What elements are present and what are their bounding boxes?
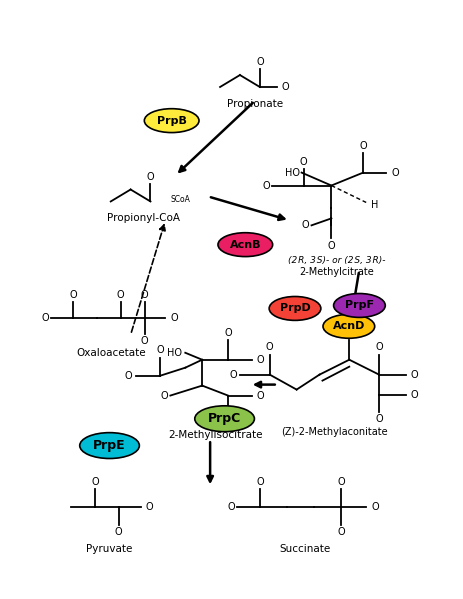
Ellipse shape — [80, 432, 139, 458]
Text: 2-Methylcitrate: 2-Methylcitrate — [299, 267, 374, 277]
Text: O: O — [257, 355, 264, 365]
Text: O: O — [224, 328, 232, 338]
Text: O: O — [257, 391, 264, 401]
Text: Oxaloacetate: Oxaloacetate — [76, 348, 145, 358]
Ellipse shape — [323, 314, 375, 338]
Text: O: O — [125, 371, 132, 380]
Text: O: O — [147, 171, 154, 181]
Ellipse shape — [334, 294, 385, 317]
Text: O: O — [338, 477, 345, 487]
Text: O: O — [359, 141, 367, 151]
Text: O: O — [224, 418, 232, 428]
Text: Propionate: Propionate — [227, 99, 283, 109]
Text: AcnB: AcnB — [230, 240, 261, 250]
Text: O: O — [141, 336, 148, 346]
Text: PrpB: PrpB — [157, 116, 187, 126]
Text: (2 R, 3 S)- or (2 S, 3 R)-: (2 R, 3 S)- or (2 S, 3 R)- — [288, 256, 385, 265]
Text: O: O — [170, 313, 178, 323]
Text: O: O — [91, 477, 99, 487]
Text: O: O — [328, 241, 335, 251]
Text: O: O — [411, 389, 419, 400]
Text: O: O — [282, 82, 289, 92]
Text: O: O — [375, 415, 383, 425]
Text: O: O — [156, 345, 164, 355]
Text: O: O — [256, 57, 263, 67]
Text: O: O — [141, 290, 148, 300]
Text: O: O — [375, 342, 383, 352]
Ellipse shape — [218, 232, 273, 256]
Text: SCoA: SCoA — [170, 195, 190, 204]
Text: AcnD: AcnD — [333, 321, 365, 331]
Text: HO: HO — [285, 168, 300, 177]
Text: O: O — [338, 527, 345, 537]
Text: O: O — [300, 157, 307, 167]
Text: PrpD: PrpD — [280, 304, 310, 313]
Text: H: H — [371, 201, 379, 210]
Text: 2-Methylisocitrate: 2-Methylisocitrate — [168, 430, 263, 440]
Text: PrpF: PrpF — [345, 301, 374, 310]
Text: Propionyl-CoA: Propionyl-CoA — [107, 213, 180, 223]
Text: O: O — [69, 290, 77, 300]
Text: O: O — [42, 313, 49, 323]
Text: (Z)-2-Methylaconitate: (Z)-2-Methylaconitate — [281, 427, 388, 437]
Ellipse shape — [195, 406, 254, 432]
Text: O: O — [262, 180, 270, 190]
Text: O: O — [161, 391, 169, 401]
Text: O: O — [145, 502, 153, 512]
Text: O: O — [115, 527, 123, 537]
Text: PrpE: PrpE — [93, 439, 126, 452]
Text: O: O — [391, 168, 399, 177]
Text: HO: HO — [167, 348, 182, 358]
Text: O: O — [371, 502, 379, 512]
Text: Pyruvate: Pyruvate — [86, 544, 132, 554]
Ellipse shape — [269, 297, 321, 320]
Text: PrpC: PrpC — [208, 412, 241, 425]
Text: O: O — [266, 342, 274, 352]
Ellipse shape — [144, 108, 199, 132]
Text: O: O — [256, 477, 263, 487]
Text: Succinate: Succinate — [279, 544, 330, 554]
Text: O: O — [229, 370, 237, 380]
Text: O: O — [227, 502, 235, 512]
Text: O: O — [411, 370, 419, 380]
Text: O: O — [302, 220, 310, 231]
Text: O: O — [117, 290, 125, 300]
